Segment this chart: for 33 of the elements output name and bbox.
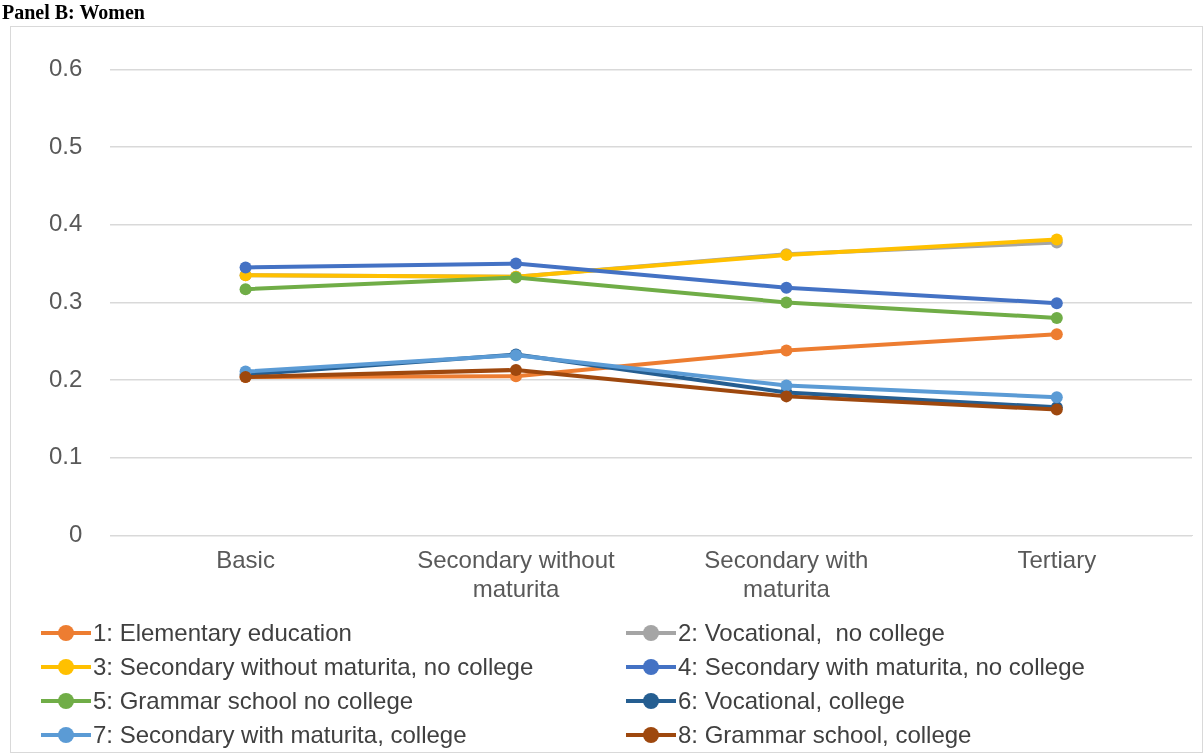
y-tick-label: 0.1 xyxy=(48,442,83,470)
legend-label: 2: Vocational, no college xyxy=(678,619,945,647)
legend-label: 3: Secondary without maturita, no college xyxy=(93,653,534,681)
point xyxy=(239,261,252,274)
point xyxy=(1050,311,1063,324)
point xyxy=(509,363,522,376)
point xyxy=(780,296,793,309)
legend-label: 4: Secondary with maturita, no college xyxy=(678,653,1085,681)
point xyxy=(239,283,252,296)
legend-label: 6: Vocational, college xyxy=(678,687,905,715)
x-tick-label: Secondary with maturita xyxy=(704,546,869,603)
y-tick-label: 0.5 xyxy=(48,131,83,159)
y-tick-label: 0 xyxy=(69,520,83,548)
point xyxy=(509,257,522,270)
point xyxy=(780,390,793,403)
x-tick-label: Tertiary xyxy=(1017,546,1097,574)
point xyxy=(780,281,793,294)
x-tick-label: Basic xyxy=(216,546,275,574)
y-tick-label: 0.2 xyxy=(48,364,83,392)
x-tick-label: Secondary without maturita xyxy=(417,546,616,603)
point xyxy=(780,379,793,392)
y-tick-label: 0.4 xyxy=(48,209,83,237)
point xyxy=(780,344,793,357)
y-tick-label: 0.6 xyxy=(48,54,83,82)
legend-label: 8: Grammar school, college xyxy=(678,721,972,749)
point xyxy=(1050,391,1063,404)
chart-title: Panel B: Women xyxy=(1,0,146,24)
y-tick-label: 0.3 xyxy=(48,287,83,315)
point xyxy=(1050,328,1063,341)
legend-label: 7: Secondary with maturita, college xyxy=(93,721,467,749)
legend-label: 5: Grammar school no college xyxy=(93,687,414,715)
legend-label: 1: Elementary education xyxy=(93,619,352,647)
point xyxy=(1050,297,1063,310)
